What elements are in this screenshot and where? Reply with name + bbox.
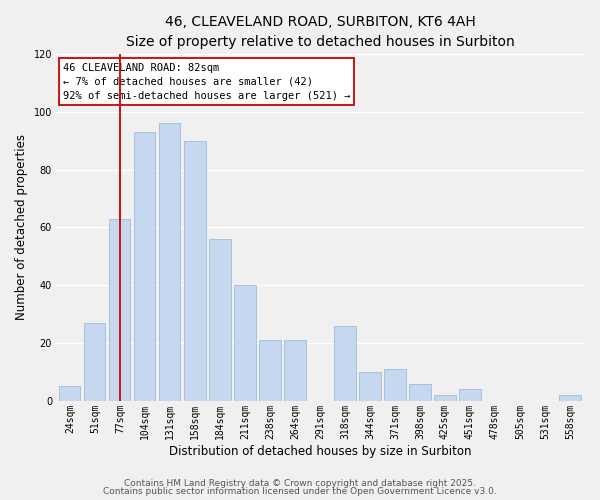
Bar: [109, 218, 130, 401]
Bar: [385, 369, 406, 401]
Bar: [159, 124, 181, 401]
Bar: [209, 239, 230, 401]
Bar: [259, 340, 281, 401]
Y-axis label: Number of detached properties: Number of detached properties: [15, 134, 28, 320]
Title: 46, CLEAVELAND ROAD, SURBITON, KT6 4AH
Size of property relative to detached hou: 46, CLEAVELAND ROAD, SURBITON, KT6 4AH S…: [125, 15, 514, 48]
Bar: [59, 386, 80, 401]
Bar: [184, 140, 206, 401]
Bar: [409, 384, 431, 401]
Text: Contains HM Land Registry data © Crown copyright and database right 2025.: Contains HM Land Registry data © Crown c…: [124, 478, 476, 488]
Bar: [460, 390, 481, 401]
Text: 46 CLEAVELAND ROAD: 82sqm
← 7% of detached houses are smaller (42)
92% of semi-d: 46 CLEAVELAND ROAD: 82sqm ← 7% of detach…: [63, 62, 350, 102]
Text: Contains public sector information licensed under the Open Government Licence v3: Contains public sector information licen…: [103, 487, 497, 496]
Bar: [84, 323, 106, 401]
Bar: [234, 285, 256, 401]
Bar: [334, 326, 356, 401]
Bar: [559, 395, 581, 401]
Bar: [134, 132, 155, 401]
Bar: [284, 340, 305, 401]
Bar: [434, 395, 455, 401]
X-axis label: Distribution of detached houses by size in Surbiton: Distribution of detached houses by size …: [169, 444, 471, 458]
Bar: [359, 372, 380, 401]
